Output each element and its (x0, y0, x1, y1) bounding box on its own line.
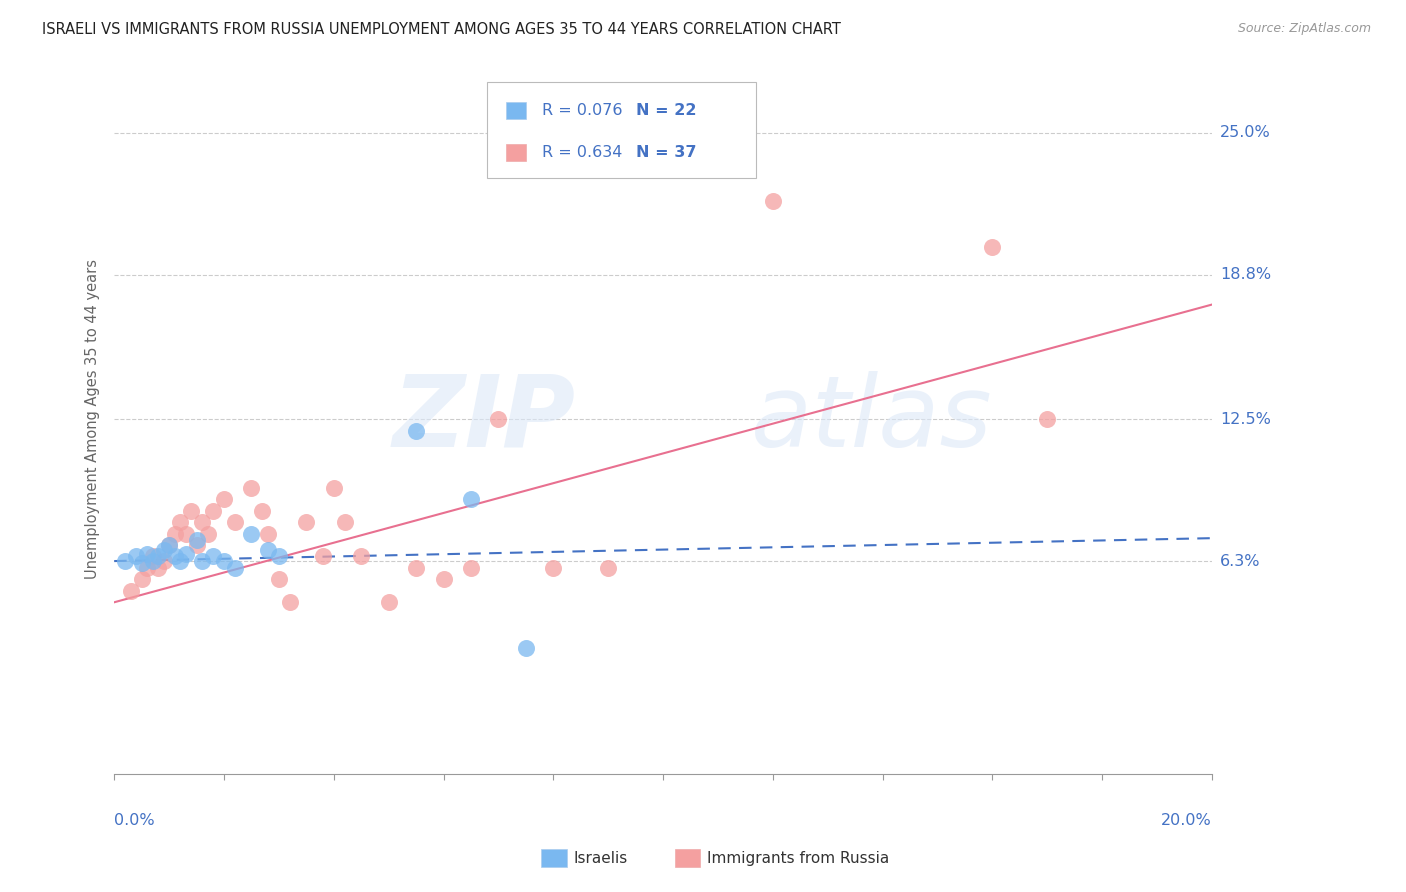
Point (981, 240, 1004, 254)
FancyBboxPatch shape (506, 145, 526, 161)
Point (114, 554, 136, 568)
Point (377, 595, 399, 609)
Point (240, 481, 263, 495)
Point (432, 573, 454, 587)
Point (120, 583, 142, 598)
Point (163, 526, 186, 541)
Point (762, 194, 785, 209)
Y-axis label: Unemployment Among Ages 35 to 44 years: Unemployment Among Ages 35 to 44 years (86, 259, 100, 579)
Point (191, 554, 214, 568)
Text: ISRAELI VS IMMIGRANTS FROM RUSSIA UNEMPLOYMENT AMONG AGES 35 TO 44 YEARS CORRELA: ISRAELI VS IMMIGRANTS FROM RUSSIA UNEMPL… (42, 22, 841, 37)
Text: N = 22: N = 22 (636, 103, 696, 119)
Point (169, 515, 191, 529)
Point (1036, 412, 1059, 426)
Point (460, 492, 482, 507)
Point (125, 549, 148, 564)
Point (598, 561, 620, 575)
Point (131, 557, 153, 571)
Point (460, 561, 482, 575)
Point (146, 561, 169, 575)
Point (169, 554, 191, 568)
Point (350, 549, 373, 564)
FancyBboxPatch shape (488, 82, 756, 178)
Text: Immigrants from Russia: Immigrants from Russia (707, 851, 890, 865)
Point (240, 526, 263, 541)
Point (488, 412, 510, 426)
Point (278, 595, 301, 609)
Point (136, 561, 159, 575)
Point (201, 549, 224, 564)
Point (212, 492, 235, 507)
Point (405, 424, 427, 438)
Point (201, 503, 224, 517)
Text: Israelis: Israelis (574, 851, 628, 865)
Point (186, 538, 208, 552)
Point (267, 573, 290, 587)
Point (146, 549, 169, 564)
Point (267, 549, 290, 564)
FancyBboxPatch shape (506, 103, 526, 120)
Text: 12.5%: 12.5% (1220, 411, 1271, 426)
Text: Source: ZipAtlas.com: Source: ZipAtlas.com (1237, 22, 1371, 36)
Text: 0.0%: 0.0% (114, 813, 155, 828)
Point (212, 554, 235, 568)
Point (257, 542, 280, 557)
Text: 18.8%: 18.8% (1220, 268, 1271, 282)
Point (295, 515, 318, 529)
Text: atlas: atlas (751, 370, 993, 467)
Point (180, 503, 202, 517)
Point (191, 515, 214, 529)
Point (186, 533, 208, 548)
Point (252, 503, 274, 517)
Point (257, 526, 280, 541)
Text: 6.3%: 6.3% (1220, 554, 1261, 568)
Point (333, 515, 356, 529)
Point (197, 526, 219, 541)
Point (405, 561, 427, 575)
Point (131, 573, 153, 587)
Point (174, 547, 197, 561)
Point (152, 554, 174, 568)
Point (312, 549, 335, 564)
Point (543, 561, 565, 575)
Text: R = 0.076: R = 0.076 (543, 103, 623, 119)
Point (157, 538, 180, 552)
Text: R = 0.634: R = 0.634 (543, 145, 623, 160)
Point (142, 549, 165, 564)
Point (174, 526, 197, 541)
Point (515, 641, 537, 656)
Text: ZIP: ZIP (392, 370, 575, 467)
Point (224, 515, 246, 529)
Text: 25.0%: 25.0% (1220, 125, 1271, 140)
Point (152, 542, 174, 557)
Text: 20.0%: 20.0% (1161, 813, 1212, 828)
Point (157, 538, 180, 552)
Point (163, 549, 186, 564)
Point (224, 561, 246, 575)
Point (136, 547, 159, 561)
Point (142, 554, 165, 568)
Point (322, 481, 344, 495)
Text: N = 37: N = 37 (636, 145, 696, 160)
